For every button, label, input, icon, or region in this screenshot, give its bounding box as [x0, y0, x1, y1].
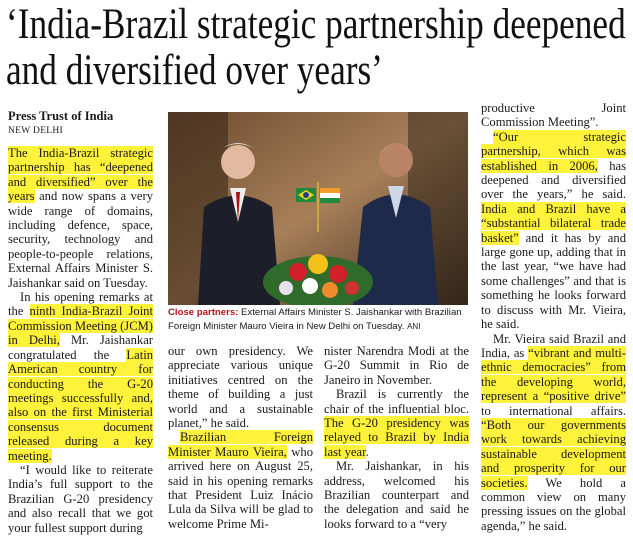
paragraph: The India-Brazil strategic partnership h…: [8, 146, 153, 290]
text: and now spans a very wide range of domai…: [8, 189, 153, 290]
caption-text: External Affairs Minister S. Jaishankar …: [168, 307, 462, 332]
paragraph: “Our strategic partnership, which was es…: [481, 129, 626, 332]
paragraph: Mr. Jaishankar, in his address, welcomed…: [324, 459, 469, 531]
text: has deepened and diversified over the ye…: [481, 158, 626, 202]
text: productive Joint Commission Meeting”.: [481, 101, 626, 130]
highlighted-text: The G-20 presidency was relayed to Brazi…: [324, 416, 469, 459]
text: our own presidency. We appreciate variou…: [168, 344, 313, 431]
text: to international affairs.: [481, 403, 626, 418]
text: who arrived here on August 25, said in h…: [168, 444, 313, 531]
text: and it has by and large gone up, adding …: [481, 230, 626, 332]
paragraph: “I would like to reiterate India’s full …: [8, 463, 153, 535]
dateline: NEW DELHI: [8, 126, 64, 136]
photo: [168, 112, 468, 305]
caption-lead: Close partners:: [168, 307, 239, 318]
agency: Press Trust of India: [8, 109, 114, 123]
text: “I would like to reiterate India’s full …: [8, 462, 153, 535]
highlighted-text: “vibrant and multi-ethnic democracies” f…: [481, 345, 626, 404]
text-column: The India-Brazil strategic partnership h…: [8, 146, 153, 538]
text: Mr. Vieira said Brazil and India, as: [481, 331, 626, 360]
text: In his opening remarks at the: [8, 290, 153, 319]
text-column: nister Narendra Modi at the G-20 Summit …: [324, 344, 469, 538]
paragraph: Brazil is currently the chair of the inf…: [324, 387, 469, 459]
photo-caption: Close partners: External Affairs Ministe…: [168, 306, 468, 334]
byline: Press Trust of India NEW DELHI: [8, 109, 153, 138]
text-column: productive Joint Commission Meeting”. “Ou…: [481, 101, 626, 538]
text: We hold a common view on many pressing i…: [481, 475, 626, 533]
paragraph: productive Joint Commission Meeting”.: [481, 101, 626, 130]
text: Mr. Jaishankar congratulated the: [8, 333, 153, 362]
headline: ‘India-Brazil strategic partnership deep…: [6, 1, 626, 94]
text-column: our own presidency. We appreciate variou…: [168, 344, 313, 538]
photo-credit: ANI: [407, 322, 421, 331]
text: nister Narendra Modi at the G-20 Summit …: [324, 344, 469, 387]
paragraph: Mr. Vieira said Brazil and India, as “vi…: [481, 332, 626, 534]
highlighted-text: Latin American country for conducting th…: [8, 347, 153, 463]
paragraph: nister Narendra Modi at the G-20 Summit …: [324, 344, 469, 387]
paragraph: In his opening remarks at the ninth Indi…: [8, 290, 153, 463]
text: .: [365, 444, 369, 459]
paragraph: Brazilian Foreign Minister Mauro Vieira,…: [168, 430, 313, 531]
text: Mr. Jaishankar, in his address, welcomed…: [324, 459, 469, 531]
paragraph: our own presidency. We appreciate variou…: [168, 344, 313, 430]
text: Brazil is currently the chair of the inf…: [324, 387, 469, 416]
